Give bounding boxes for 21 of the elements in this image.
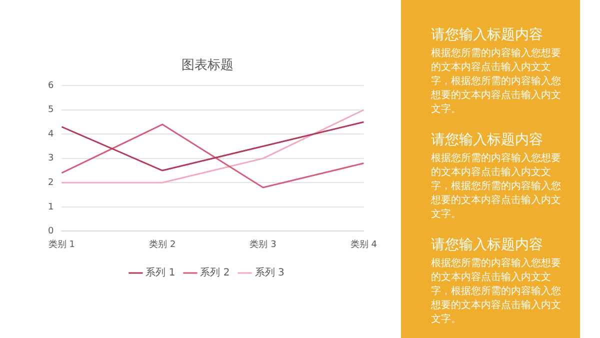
y-tick-label: 3 [48, 154, 54, 164]
text: 请您输入标题内容 [431, 26, 544, 44]
x-tick-label: 类别 2 [149, 238, 176, 250]
legend-label: 系列 3 [254, 266, 284, 279]
y-tick-label: 4 [48, 129, 54, 140]
text: 请您输入标题内容 [431, 131, 544, 149]
y-tick-label: 5 [48, 105, 54, 116]
x-tick-label: 类别 1 [48, 238, 76, 250]
y-tick-label: 2 [48, 178, 54, 188]
legend-label: 系列 1 [146, 266, 176, 279]
chart-title: 图表标题 [182, 58, 234, 74]
text: 根据您所需的内容输入您想要的文本内容点击输入内文文字，根据您所需的内容输入您想要的文本内容点击输入内文文字。 [431, 257, 562, 327]
x-tick-label: 类别 4 [350, 238, 378, 250]
text: 根据您所需的内容输入您想要的文本内容点击输入内文文字，根据您所需的内容输入您想要的文本内容点击输入内文文字。 [431, 47, 562, 117]
x-tick-label: 类别 3 [250, 238, 276, 250]
y-tick-label: 0 [48, 226, 54, 237]
y-tick-label: 1 [48, 202, 54, 212]
text: 根据您所需的内容输入您想要的文本内容点击输入内文文字，根据您所需的内容输入您想要的文本内容点击输入内文文字。 [431, 152, 562, 222]
legend-label: 系列 2 [200, 266, 230, 279]
text: 请您输入标题内容 [431, 236, 544, 254]
y-tick-label: 6 [48, 80, 54, 91]
